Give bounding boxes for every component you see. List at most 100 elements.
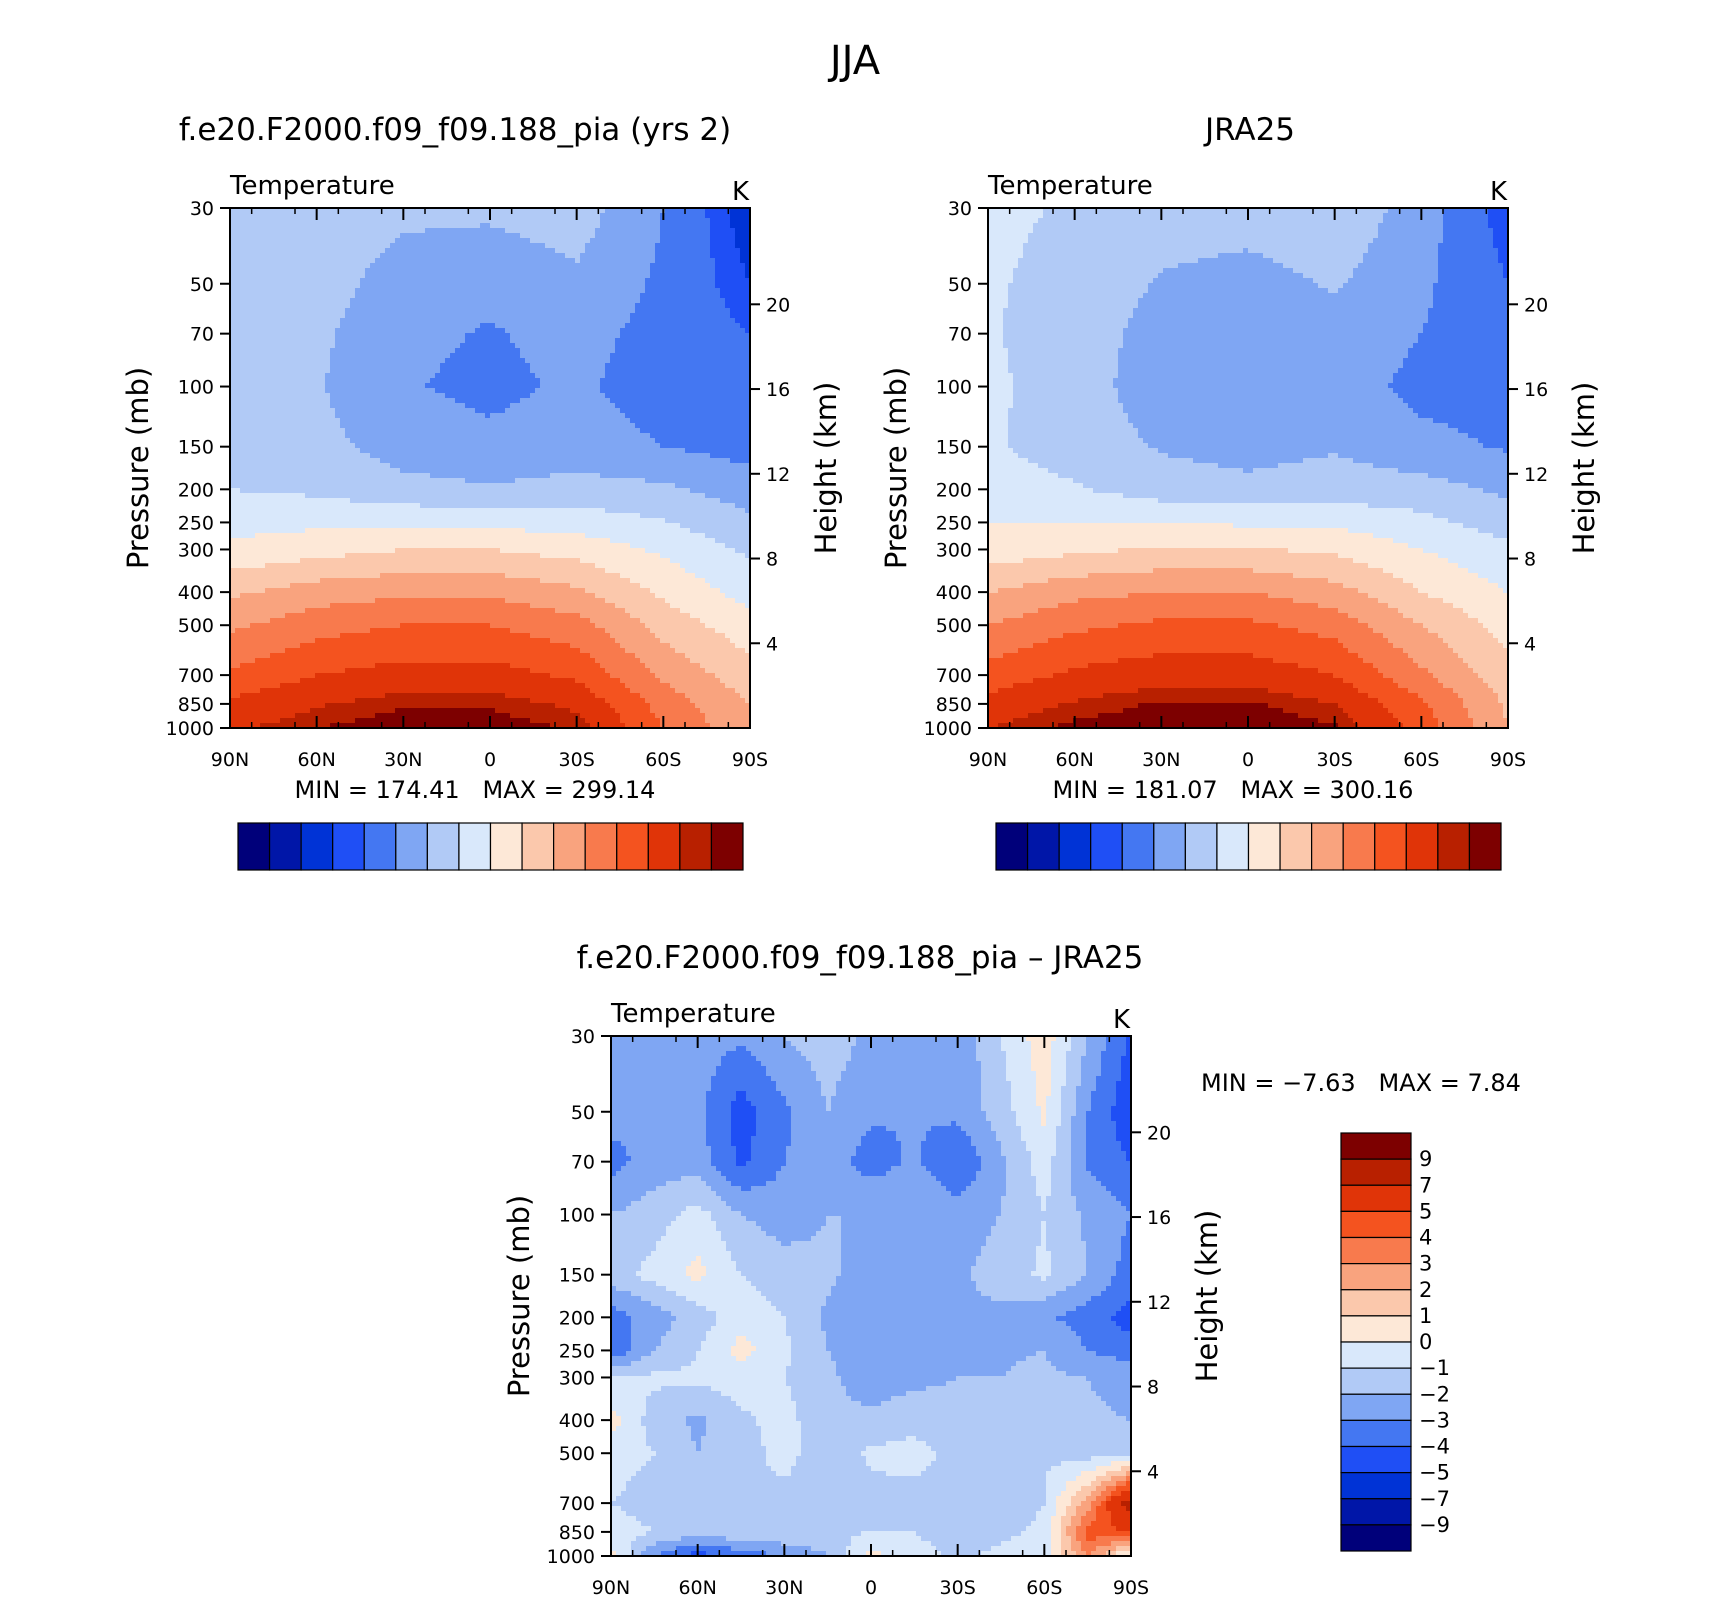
field-cell	[240, 248, 246, 254]
field-cell	[395, 443, 401, 449]
field-cell	[545, 438, 551, 444]
field-cell	[410, 288, 416, 294]
field-cell	[585, 278, 591, 284]
field-cell	[480, 428, 486, 434]
field-cell	[550, 248, 556, 254]
field-cell	[620, 328, 626, 334]
field-cell	[715, 398, 721, 404]
field-cell	[360, 338, 366, 344]
field-cell	[710, 258, 716, 264]
field-cell	[460, 388, 466, 394]
field-cell	[255, 313, 261, 319]
field-cell	[670, 323, 676, 329]
field-cell	[640, 258, 646, 264]
field-cell	[240, 218, 246, 224]
field-cell	[415, 238, 421, 244]
field-cell	[295, 258, 301, 264]
field-cell	[630, 373, 636, 379]
field-cell	[500, 228, 506, 234]
field-cell	[520, 443, 526, 449]
field-cell	[465, 393, 471, 399]
field-cell	[580, 273, 586, 279]
field-cell	[585, 258, 591, 264]
field-cell	[630, 283, 636, 289]
field-cell	[565, 423, 571, 429]
field-cell	[690, 288, 696, 294]
field-cell	[585, 408, 591, 414]
field-cell	[345, 268, 351, 274]
field-cell	[255, 328, 261, 334]
field-cell	[545, 313, 551, 319]
field-cell	[675, 378, 681, 384]
field-cell	[585, 323, 591, 329]
field-cell	[555, 328, 561, 334]
field-cell	[660, 253, 666, 259]
field-cell	[515, 428, 521, 434]
field-cell	[445, 233, 451, 239]
field-cell	[685, 293, 691, 299]
field-cell	[325, 233, 331, 239]
field-cell	[590, 248, 596, 254]
field-cell	[255, 398, 261, 404]
field-cell	[400, 263, 406, 269]
field-cell	[435, 228, 441, 234]
field-cell	[370, 288, 376, 294]
field-cell	[465, 403, 471, 409]
field-cell	[605, 363, 611, 369]
field-cell	[680, 213, 686, 219]
field-cell	[725, 418, 731, 424]
field-cell	[745, 218, 751, 224]
field-cell	[485, 438, 491, 444]
field-cell	[320, 433, 326, 439]
field-cell	[365, 358, 371, 364]
field-cell	[290, 413, 296, 419]
field-cell	[620, 353, 626, 359]
field-cell	[485, 373, 491, 379]
field-cell	[385, 278, 391, 284]
field-cell	[565, 398, 571, 404]
field-cell	[535, 373, 541, 379]
field-cell	[410, 378, 416, 384]
field-cell	[665, 288, 671, 294]
field-cell	[645, 303, 651, 309]
field-cell	[590, 388, 596, 394]
field-cell	[715, 383, 721, 389]
field-cell	[605, 253, 611, 259]
field-cell	[470, 333, 476, 339]
field-cell	[540, 428, 546, 434]
field-cell	[725, 433, 731, 439]
field-cell	[515, 388, 521, 394]
field-cell	[560, 253, 566, 259]
field-cell	[325, 388, 331, 394]
field-cell	[620, 273, 626, 279]
field-cell	[305, 408, 311, 414]
field-cell	[535, 403, 541, 409]
field-cell	[590, 383, 596, 389]
field-cell	[470, 423, 476, 429]
field-cell	[605, 258, 611, 264]
field-cell	[560, 343, 566, 349]
field-cell	[685, 343, 691, 349]
field-cell	[400, 328, 406, 334]
field-cell	[295, 363, 301, 369]
field-cell	[430, 333, 436, 339]
field-cell	[440, 238, 446, 244]
field-cell	[730, 238, 736, 244]
field-cell	[520, 328, 526, 334]
field-cell	[630, 258, 636, 264]
field-cell	[640, 343, 646, 349]
field-cell	[745, 258, 751, 264]
field-cell	[565, 278, 571, 284]
field-cell	[515, 283, 521, 289]
field-cell	[670, 223, 676, 229]
field-cell	[605, 418, 611, 424]
field-cell	[655, 223, 661, 229]
field-cell	[490, 268, 496, 274]
field-cell	[240, 338, 246, 344]
field-cell	[485, 348, 491, 354]
field-cell	[290, 253, 296, 259]
field-cell	[710, 308, 716, 314]
field-cell	[245, 368, 251, 374]
field-cell	[240, 398, 246, 404]
field-cell	[530, 393, 536, 399]
